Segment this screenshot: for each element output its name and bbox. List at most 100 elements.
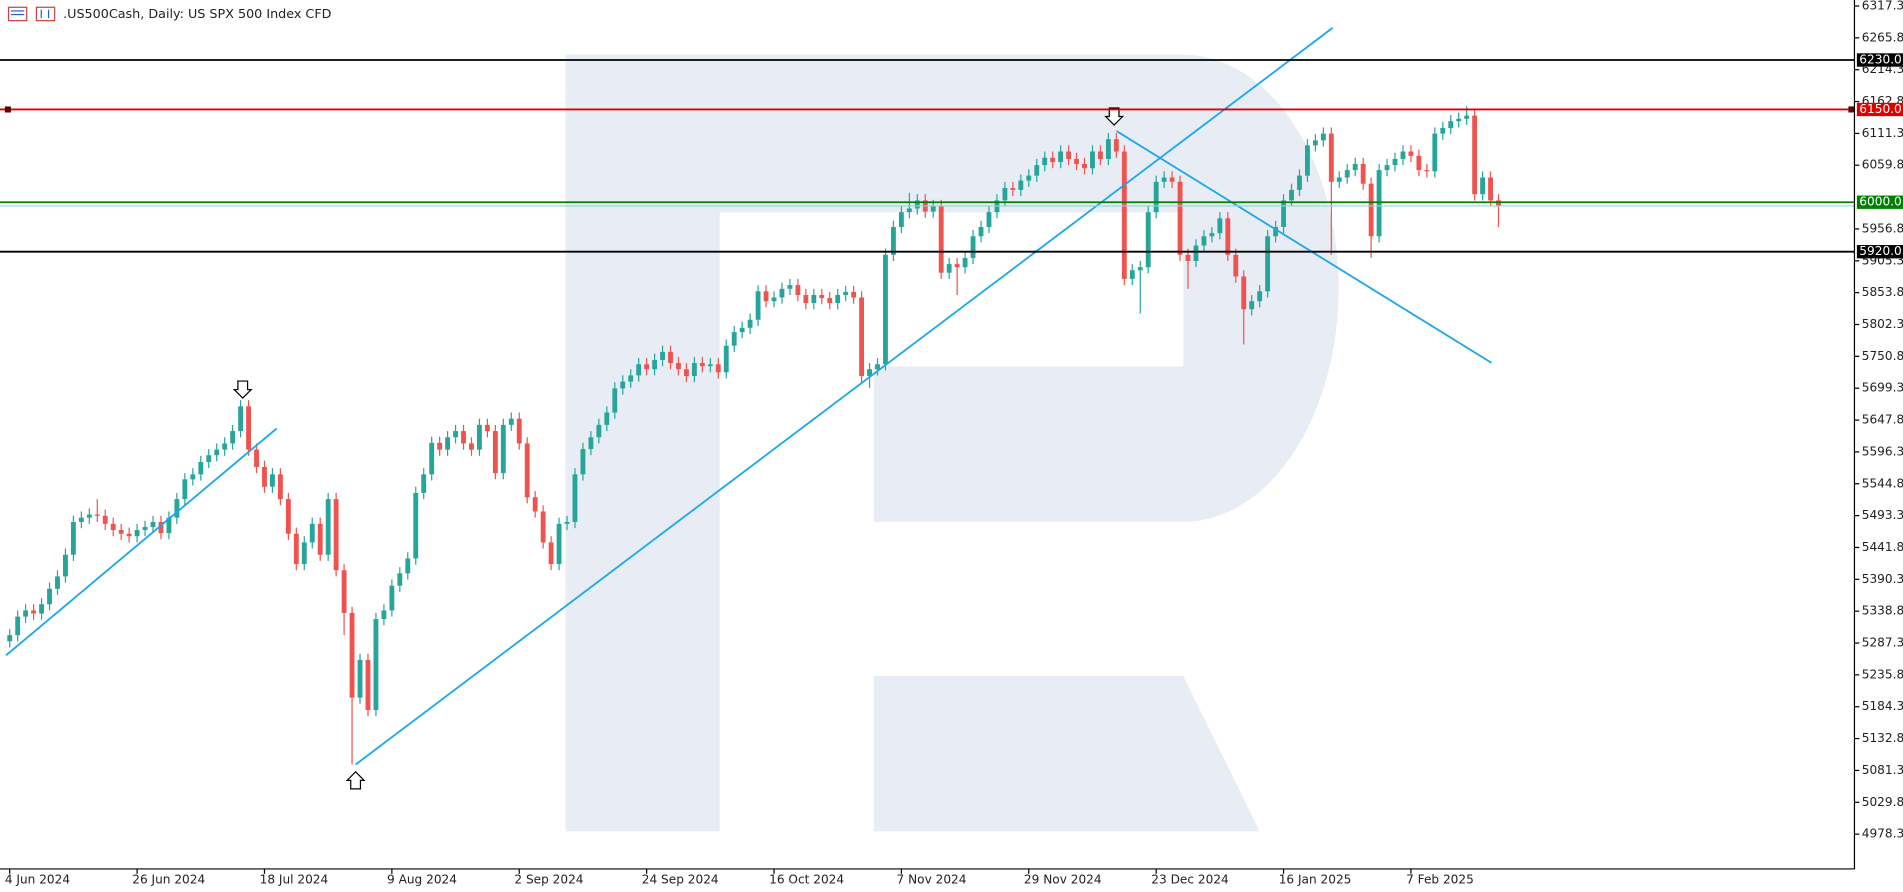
candle-body — [978, 226, 984, 237]
candle-body — [803, 295, 809, 304]
candle-body — [206, 455, 212, 462]
x-tick-label: 26 Jun 2024 — [132, 872, 205, 886]
candle-body — [317, 523, 323, 555]
level-handle — [1848, 106, 1855, 113]
candle-body — [270, 474, 275, 487]
candle-body — [7, 635, 13, 642]
candle-body — [1090, 151, 1095, 169]
candle-body — [1121, 151, 1127, 279]
candle-body — [166, 517, 172, 534]
level-label: 6150.0 — [1859, 102, 1901, 116]
candle-body — [636, 364, 642, 376]
candle-body — [238, 406, 244, 432]
candle-body — [723, 345, 729, 373]
y-tick-label: 5132.8 — [1862, 731, 1903, 745]
level-label-box — [1856, 195, 1903, 209]
chart-title: .US500Cash, Daily: US SPX 500 Index CFD — [63, 7, 332, 22]
candle-body — [365, 659, 371, 710]
candle-body — [405, 558, 411, 574]
y-tick-label: 5853.8 — [1862, 285, 1903, 299]
candle-body — [381, 610, 387, 620]
candle-body — [397, 573, 403, 586]
candle-body — [1400, 151, 1406, 159]
candle-body — [787, 285, 793, 289]
watermark — [565, 54, 1339, 832]
candle-body — [660, 351, 665, 360]
y-tick-label: 5699.3 — [1862, 381, 1903, 395]
candle-body — [1018, 180, 1024, 190]
candle-body — [891, 226, 896, 255]
candle-body — [1368, 183, 1374, 237]
candle-body — [715, 364, 721, 373]
candle-body — [1376, 170, 1382, 237]
candle-body — [596, 424, 602, 438]
candle-body — [134, 530, 140, 537]
y-tick-label: 5081.3 — [1862, 763, 1903, 777]
candle-body — [1225, 218, 1231, 255]
candle-body — [938, 205, 944, 273]
candle-body — [309, 523, 315, 543]
candle-body — [198, 461, 204, 475]
candle-body — [1448, 121, 1454, 129]
candle-body — [1042, 157, 1048, 166]
candle-body — [1137, 267, 1143, 271]
candle-body — [1209, 233, 1215, 237]
candle-body — [429, 442, 435, 475]
candle-body — [859, 297, 865, 377]
candle-body — [110, 523, 116, 531]
x-tick-label: 24 Sep 2024 — [642, 872, 719, 886]
y-tick-label: 6111.3 — [1862, 126, 1903, 140]
candle-body — [1010, 188, 1016, 190]
candle-body — [254, 449, 259, 467]
candle-body — [620, 381, 626, 389]
watermark-leg — [873, 675, 1260, 832]
candle-body — [31, 610, 37, 614]
candle-body — [1440, 128, 1446, 134]
candle-body — [580, 449, 586, 475]
candle-body — [453, 431, 458, 438]
candle-body — [795, 285, 801, 296]
candle-body — [516, 418, 522, 444]
candle-body — [500, 424, 506, 474]
candle-body — [445, 437, 451, 450]
y-tick-label: 5750.8 — [1862, 349, 1903, 363]
trend-line — [5, 427, 278, 657]
x-tick-label: 29 Nov 2024 — [1024, 872, 1102, 886]
candle-body — [1177, 181, 1183, 255]
candle-body — [1464, 115, 1470, 119]
candle-body — [1233, 254, 1239, 277]
candle-body — [1105, 139, 1111, 159]
candle-body — [437, 442, 443, 450]
candle-body — [214, 449, 220, 456]
candle-body — [373, 619, 379, 710]
candle-body — [1201, 236, 1207, 246]
candle-body — [246, 406, 251, 450]
x-tick-label: 16 Jan 2025 — [1279, 872, 1352, 886]
y-tick-label: 4978.3 — [1862, 827, 1903, 841]
x-tick-label: 9 Aug 2024 — [387, 872, 457, 886]
y-tick-label: 5493.3 — [1862, 508, 1903, 522]
candle-body — [532, 497, 538, 512]
y-tick-label: 6317.3 — [1862, 0, 1903, 12]
candle-body — [524, 443, 530, 498]
candle-body — [78, 517, 84, 522]
candle-body — [1344, 170, 1350, 178]
candle-body — [421, 474, 427, 493]
candle-body — [484, 424, 490, 432]
x-tick-label: 7 Feb 2025 — [1406, 872, 1474, 886]
candle-body — [325, 499, 331, 555]
x-tick-label: 18 Jul 2024 — [260, 872, 329, 886]
candle-body — [293, 533, 299, 565]
candle-body — [1384, 165, 1390, 171]
candle-body — [1424, 170, 1430, 172]
candle-body — [63, 554, 68, 577]
candle-body — [556, 523, 562, 565]
candle-body — [1058, 151, 1064, 163]
candle-body — [612, 388, 618, 413]
icon[interactable] — [35, 6, 56, 22]
candle-body — [357, 659, 363, 698]
level-label-box — [1856, 245, 1903, 259]
candle-body — [1129, 270, 1135, 279]
y-tick-label: 5802.3 — [1862, 317, 1903, 331]
